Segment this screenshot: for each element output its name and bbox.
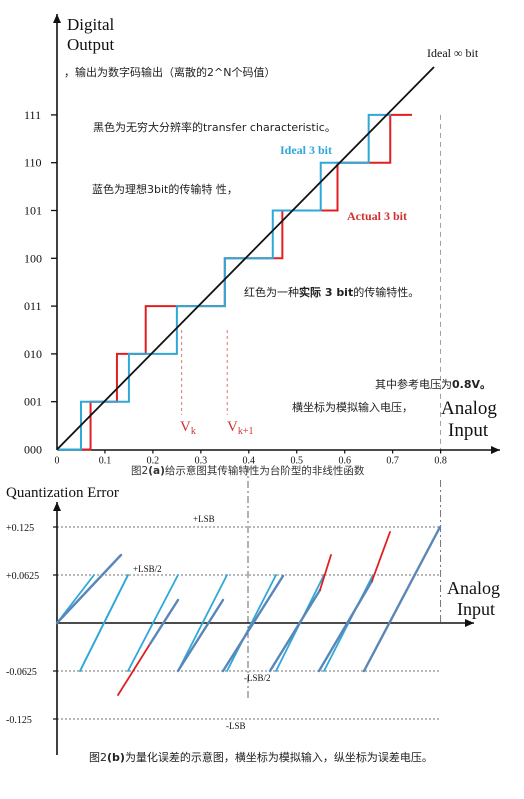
error-segment-12 (221, 574, 285, 673)
top-series (56, 66, 435, 451)
error-tick-label-0: +0.125 (6, 523, 34, 534)
x-tick-label-0.3: 0.3 (195, 456, 208, 467)
top-x-title-line-1: Analog (441, 398, 497, 419)
quantization-error-chart: +0.125 +0.0625 -0.0625 -0.125 Quantization … (6, 485, 500, 764)
error-segment-4 (177, 574, 228, 672)
bottom-ticks: +0.125 +0.0625 -0.0625 -0.125 (6, 523, 57, 726)
error-segment-9 (117, 643, 151, 696)
y-tick-label-110: 110 (24, 156, 42, 170)
error-tick-label-3: -0.125 (6, 715, 32, 726)
top-guides (181, 114, 442, 700)
note-black-line: 黑色为无穷大分辨率的transfer characteristic。 (93, 120, 336, 134)
top-y-title-line-1: Digital (67, 15, 114, 34)
caption-figure-b: 图2(b)为量化误差的示意图，横坐标为模拟输入，纵坐标为误差电压。 (89, 750, 433, 764)
note-x-axis: 横坐标为模拟输入电压， (292, 400, 413, 414)
error-segment-15 (317, 579, 374, 673)
x-tick-label-0.6: 0.6 (338, 456, 351, 467)
vk-label: Vk (180, 419, 196, 437)
minus-lsb-label: -LSB (226, 721, 246, 731)
plus-lsb-label: +LSB (193, 514, 215, 524)
error-segment-13 (268, 588, 322, 673)
vk1-label: Vk+1 (227, 419, 253, 437)
top-y-title-line-2: Output (67, 35, 115, 54)
x-tick-label-0.2: 0.2 (147, 456, 160, 467)
plus-half-lsb-label: +LSB/2 (133, 564, 162, 574)
x-tick-label-0.5: 0.5 (291, 456, 304, 467)
x-tick-label-0.8: 0.8 (434, 456, 447, 467)
y-tick-label-000: 000 (24, 443, 42, 457)
error-tick-label-1: +0.0625 (6, 571, 39, 582)
y-tick-label-011: 011 (24, 299, 42, 313)
bottom-x-title-line-1: Analog (447, 578, 500, 598)
error-segment-10 (148, 598, 180, 646)
minus-half-lsb-label: -LSB/2 (244, 673, 271, 683)
bottom-x-title-line-2: Input (457, 599, 495, 619)
note-blue-line: 蓝色为理想3bit的传输特 性， (92, 182, 238, 196)
ideal-3bit-label: Ideal 3 bit (280, 143, 332, 157)
bottom-series (55, 525, 442, 696)
error-segment-16 (371, 531, 391, 582)
error-segment-8 (55, 553, 123, 625)
ideal-inf-line (56, 66, 435, 451)
error-tick-label-2: -0.0625 (6, 667, 37, 678)
actual-3bit-staircase (57, 113, 412, 451)
error-segment-5 (226, 574, 277, 672)
note-red-line: 红色为一种实际 3 bit的传输特性。 (244, 285, 419, 299)
y-tick-label-100: 100 (24, 251, 42, 265)
error-segment-14 (319, 554, 332, 591)
x-tick-label-0.1: 0.1 (99, 456, 112, 467)
actual-3bit-label: Actual 3 bit (347, 209, 407, 223)
error-segment-3 (127, 574, 179, 672)
x-tick-label-0.7: 0.7 (386, 456, 399, 467)
y-tick-label-111: 111 (24, 108, 41, 122)
y-tick-label-001: 001 (24, 395, 42, 409)
top-x-title-line-2: Input (448, 420, 489, 441)
error-segment-2 (79, 574, 129, 672)
y-tick-label-101: 101 (24, 204, 42, 218)
y-tick-label-010: 010 (24, 347, 42, 361)
error-segment-17 (362, 525, 442, 673)
bottom-y-title: Quantization Error (6, 485, 119, 501)
ideal-inf-label: Ideal ∞ bit (427, 46, 479, 60)
note-digital-output: ，输出为数字码输出（离散的2^N个码值） (64, 65, 275, 79)
error-segment-11 (176, 598, 225, 673)
caption-figure-a: 图2(a)给示意图其传输特性为台阶型的非线性函数 (131, 464, 365, 477)
note-reference-voltage: 其中参考电压为0.8V。 (375, 377, 491, 391)
x-tick-label-0: 0 (55, 456, 60, 467)
x-tick-label-0.4: 0.4 (243, 456, 256, 467)
